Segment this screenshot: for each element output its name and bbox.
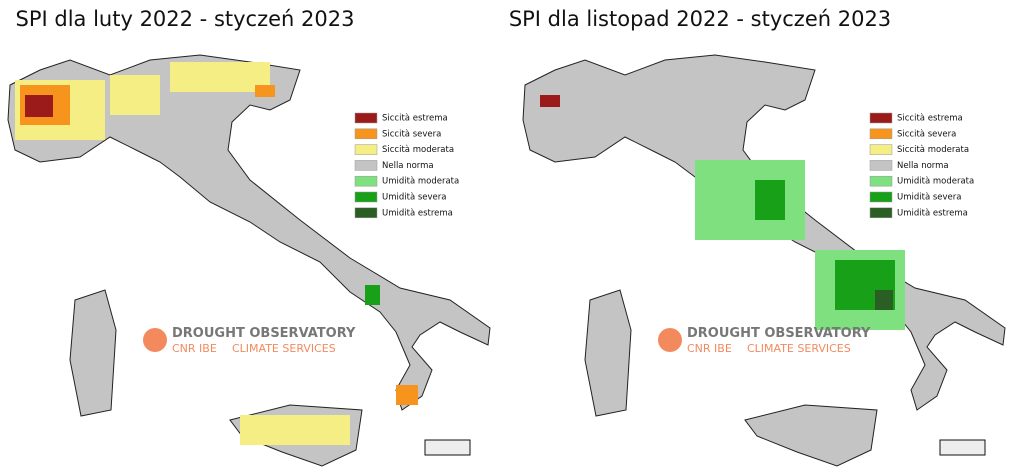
legend-label: Umidità moderata	[382, 177, 459, 187]
legend-label: Umidità moderata	[897, 177, 974, 187]
map-right	[522, 54, 1006, 467]
legend-label: Umidità severa	[382, 193, 447, 203]
legend-swatch	[869, 175, 893, 187]
map-left	[7, 54, 491, 467]
patch	[755, 180, 785, 220]
watermark-service: CLIMATE SERVICES	[232, 342, 336, 355]
patch	[695, 160, 805, 240]
license-badge	[939, 439, 986, 456]
legend-swatch	[869, 144, 893, 155]
watermark-name: DROUGHT OBSERVATORY	[687, 326, 871, 341]
patch	[255, 85, 275, 97]
logo	[658, 328, 682, 352]
legend-swatch	[869, 160, 893, 171]
legend-swatch	[354, 191, 378, 203]
patch	[396, 385, 418, 405]
legend-swatch	[354, 128, 378, 140]
legend-label: Siccità estrema	[897, 114, 963, 124]
patch	[365, 285, 380, 305]
legend-label: Umidità severa	[897, 193, 962, 203]
patch	[170, 62, 270, 92]
legend-swatch	[354, 207, 378, 219]
legend-label: Nella norma	[382, 161, 434, 171]
patch	[875, 290, 893, 310]
watermark-service: CLIMATE SERVICES	[747, 342, 851, 355]
patch	[240, 415, 350, 445]
legend-swatch	[354, 160, 378, 171]
legend-swatch	[869, 191, 893, 203]
legend-swatch	[354, 112, 378, 124]
legend-swatch	[354, 175, 378, 187]
patch	[25, 95, 53, 117]
legend-label: Siccità estrema	[382, 114, 448, 124]
map-title: SPI dla luty 2022 - styczeń 2023	[16, 7, 355, 31]
watermark-org: CNR IBE	[172, 342, 217, 355]
sicily	[744, 404, 878, 467]
legend-label: Siccità severa	[897, 129, 956, 139]
watermark-org: CNR IBE	[687, 342, 732, 355]
patch	[540, 95, 560, 107]
map-title: SPI dla listopad 2022 - styczeń 2023	[509, 7, 891, 31]
legend-swatch	[869, 112, 893, 124]
logo	[143, 328, 167, 352]
sardinia	[584, 289, 632, 417]
watermark-name: DROUGHT OBSERVATORY	[172, 326, 356, 341]
legend-label: Siccità moderata	[897, 145, 969, 155]
patch	[110, 75, 160, 115]
legend-swatch	[354, 144, 378, 155]
license-badge	[424, 439, 471, 456]
legend-swatch	[869, 207, 893, 219]
sardinia	[69, 289, 117, 417]
legend-label: Umidità estrema	[897, 208, 968, 218]
legend-label: Umidità estrema	[382, 208, 453, 218]
legend-label: Siccità moderata	[382, 145, 454, 155]
legend-label: Siccità severa	[382, 129, 441, 139]
legend-swatch	[869, 128, 893, 140]
legend-label: Nella norma	[897, 161, 949, 171]
